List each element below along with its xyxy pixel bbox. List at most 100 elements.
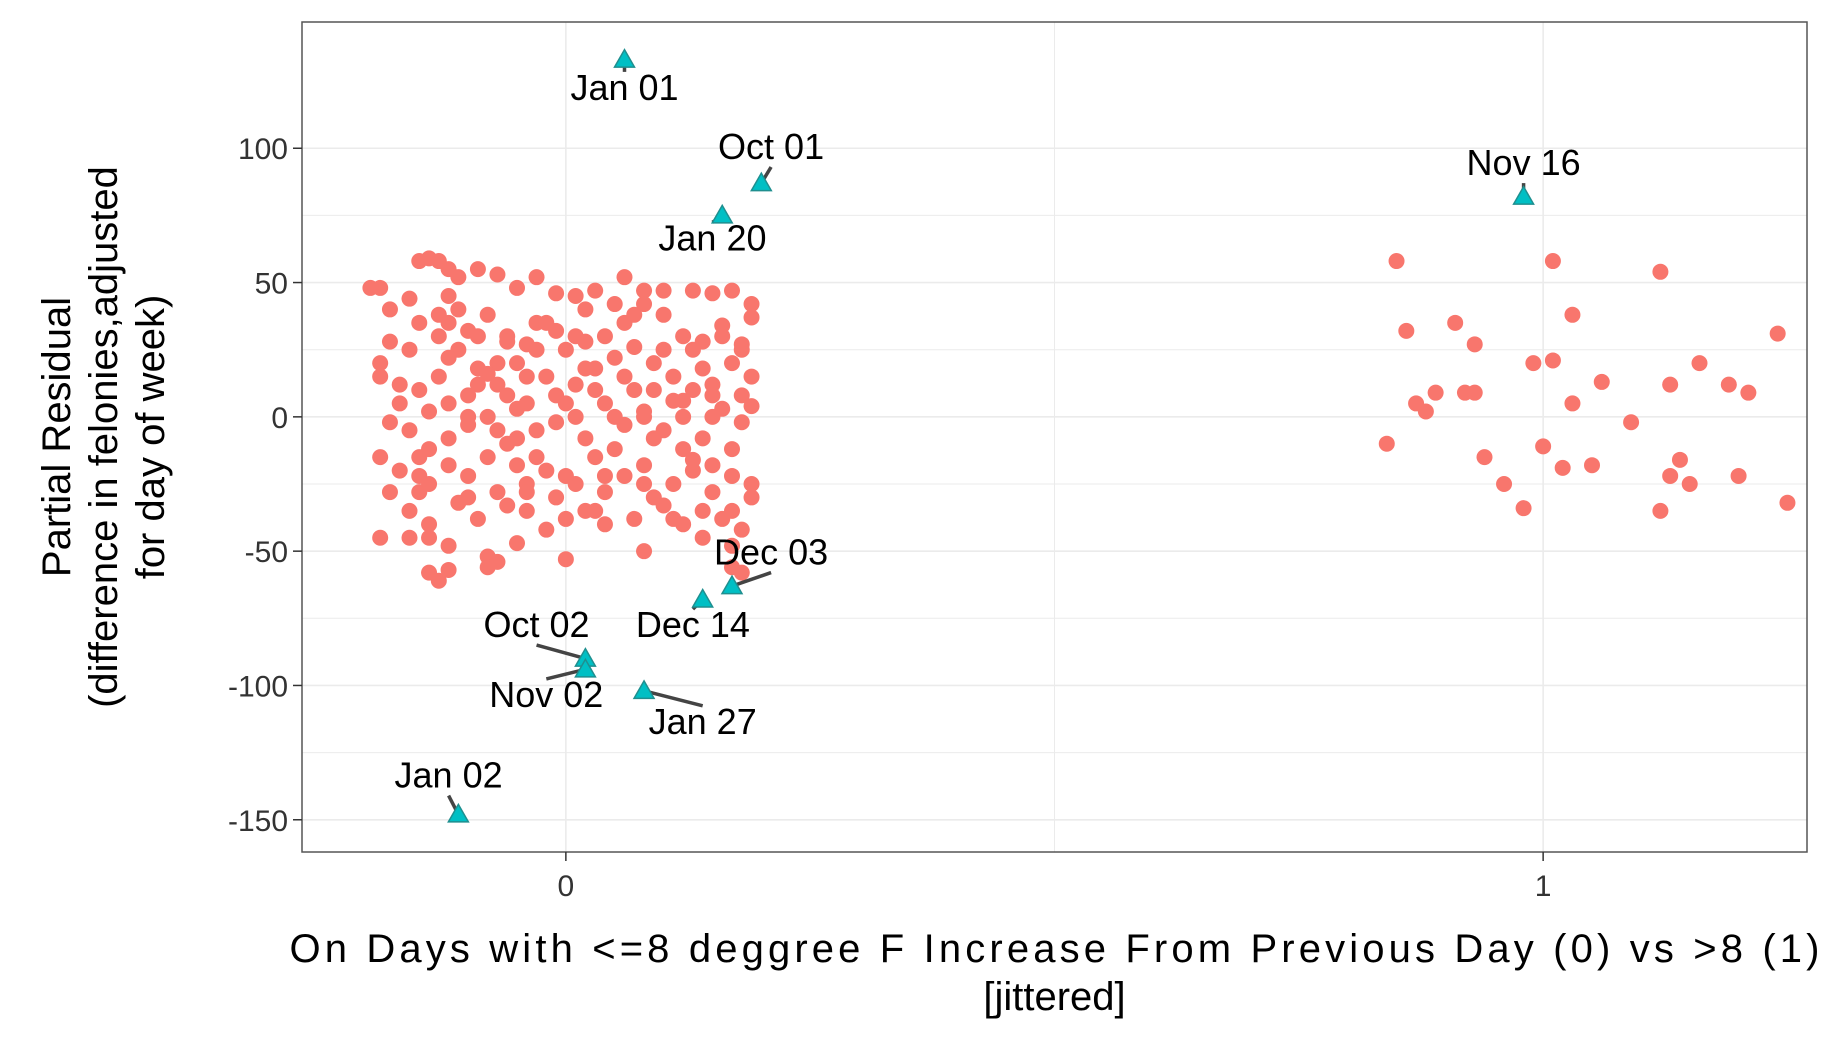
data-point — [372, 529, 389, 546]
data-point — [538, 314, 555, 331]
outlier-point — [720, 574, 744, 595]
y-axis-ticks: -150 -100 -50 0 50 100 — [228, 133, 302, 838]
data-point — [509, 430, 525, 447]
data-point — [665, 368, 682, 385]
data-point — [1652, 263, 1669, 280]
data-point — [1769, 325, 1786, 342]
annotation-label: Nov 02 — [489, 674, 603, 715]
data-point — [587, 449, 604, 466]
data-point — [684, 381, 701, 398]
y-axis-title: Partial Residual (difference in felonies,… — [35, 166, 173, 708]
data-point — [479, 365, 496, 382]
x-axis-title: On Days with <=8 deggree F Increase From… — [290, 927, 1820, 1019]
y-tick-label: 50 — [255, 268, 288, 301]
data-point — [645, 430, 662, 447]
annotation-leader — [643, 689, 704, 708]
data-point — [694, 430, 711, 447]
data-point — [548, 489, 565, 506]
data-point — [1525, 355, 1542, 372]
data-point — [1398, 322, 1415, 339]
data-point — [596, 516, 613, 533]
data-point — [528, 449, 545, 466]
data-point — [1447, 314, 1464, 331]
data-point — [743, 398, 760, 415]
data-point — [616, 467, 633, 484]
x-axis-title-line: [jittered] — [983, 975, 1125, 1019]
y-tick-label: -50 — [245, 536, 288, 569]
data-point — [1515, 500, 1532, 517]
data-point — [733, 336, 750, 353]
data-point — [675, 392, 692, 409]
y-tick-label: -150 — [228, 805, 288, 838]
data-point — [1378, 435, 1395, 452]
data-point — [724, 282, 740, 299]
data-point — [596, 328, 613, 345]
data-point — [596, 395, 613, 412]
x-tick-label: 0 — [558, 870, 575, 903]
data-point — [1779, 494, 1796, 511]
data-point — [1740, 384, 1757, 401]
data-point — [509, 279, 525, 296]
data-point — [411, 484, 428, 501]
data-point — [1476, 449, 1493, 466]
data-point — [1544, 253, 1561, 270]
data-point — [381, 484, 398, 501]
data-point — [1593, 373, 1610, 390]
data-point — [499, 497, 516, 514]
data-point — [548, 414, 565, 431]
data-point — [733, 564, 750, 581]
data-point — [411, 381, 428, 398]
data-point — [401, 529, 418, 546]
data-point — [1623, 414, 1640, 431]
data-point — [714, 328, 731, 345]
data-point — [372, 368, 389, 385]
data-point — [704, 387, 721, 404]
data-point — [411, 467, 428, 484]
data-point — [733, 387, 750, 404]
data-point — [479, 306, 496, 323]
data-point — [743, 368, 760, 385]
annotation-label: Dec 14 — [636, 604, 750, 645]
data-point — [626, 510, 643, 527]
data-point — [421, 441, 438, 458]
data-point — [509, 355, 525, 372]
y-tick-label: 0 — [271, 402, 288, 435]
data-point — [460, 489, 477, 506]
data-point — [626, 306, 643, 323]
data-point — [469, 510, 486, 527]
data-point — [1554, 459, 1571, 476]
data-point — [567, 408, 584, 425]
annotation-leader — [731, 570, 772, 588]
data-point — [528, 269, 545, 286]
data-point — [499, 333, 516, 350]
data-point — [499, 387, 516, 404]
data-point — [636, 296, 653, 313]
data-point — [430, 328, 447, 345]
data-point — [381, 333, 398, 350]
data-point — [509, 400, 525, 417]
data-point — [489, 553, 506, 570]
y-tick-label: -100 — [228, 670, 288, 703]
data-point — [440, 457, 457, 474]
outlier-point — [1512, 185, 1535, 205]
data-point — [1427, 384, 1444, 401]
data-point — [1681, 476, 1698, 493]
data-point — [362, 279, 379, 296]
data-point — [557, 341, 574, 358]
data-point — [577, 360, 594, 377]
data-point — [724, 441, 740, 458]
data-point — [636, 282, 653, 299]
data-point — [636, 476, 653, 493]
data-point — [440, 430, 457, 447]
data-point — [596, 467, 613, 484]
data-point — [636, 457, 653, 474]
data-point — [1564, 395, 1581, 412]
data-point — [450, 269, 467, 286]
data-point — [675, 408, 692, 425]
data-point — [460, 387, 477, 404]
data-point — [421, 516, 438, 533]
data-point — [440, 314, 457, 331]
outlier-point — [613, 48, 636, 68]
data-point — [636, 543, 653, 560]
